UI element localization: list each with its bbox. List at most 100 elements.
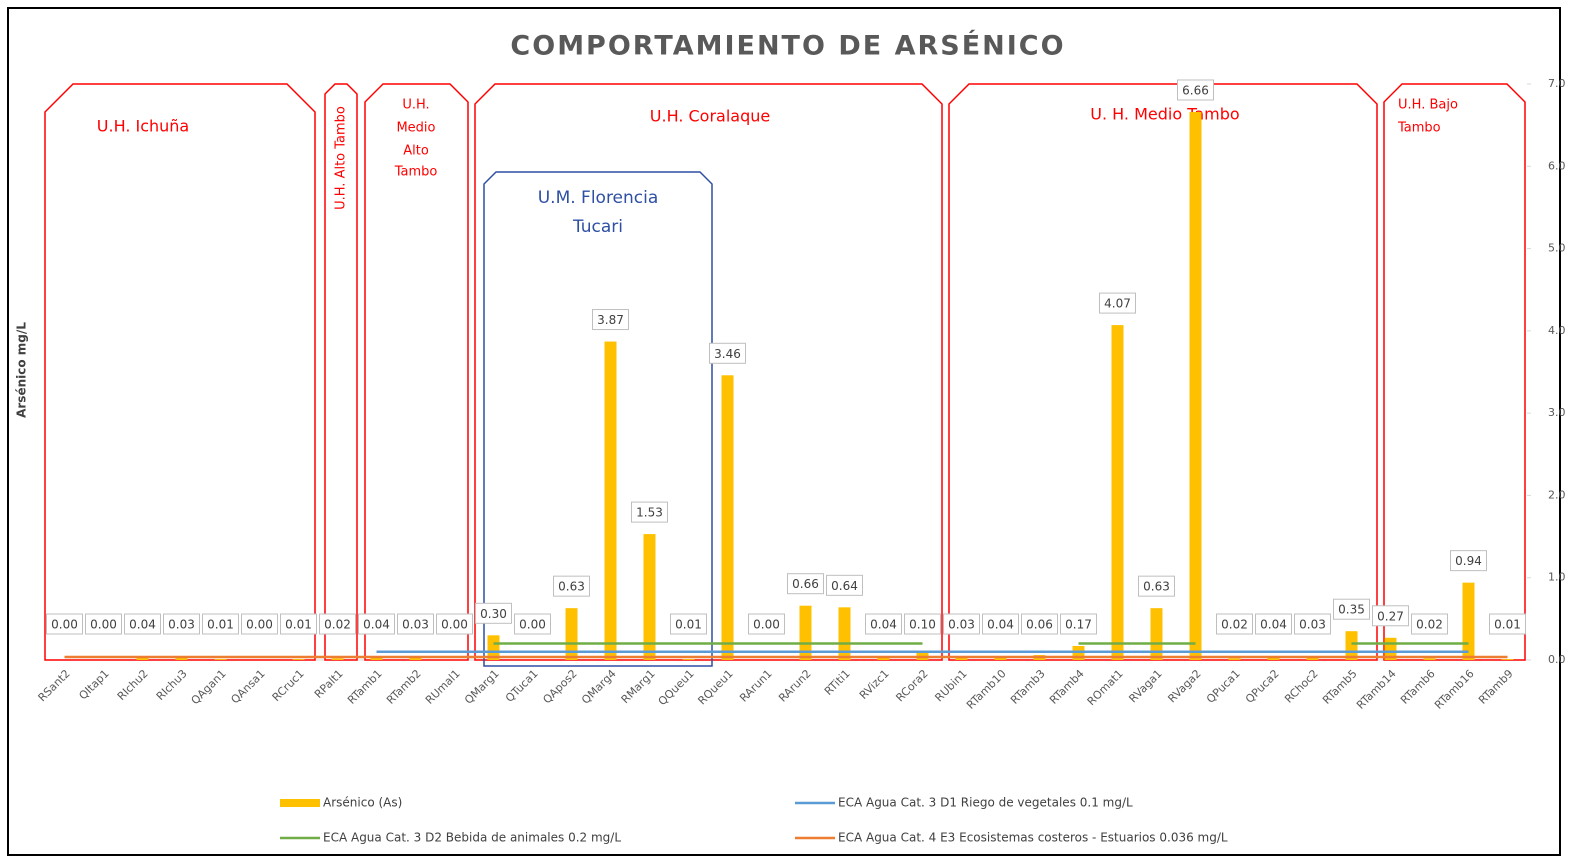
region-label: U.H. (402, 98, 429, 113)
bar (1501, 659, 1514, 660)
bar (370, 656, 383, 660)
region-label: U. H. Medio Tambo (1090, 105, 1239, 124)
data-label-box (1294, 613, 1331, 635)
data-label-box (280, 613, 317, 635)
data-label: 0.00 (90, 618, 117, 632)
data-label: 0.63 (1143, 580, 1170, 594)
region-label: Tambo (394, 165, 438, 180)
data-label-box (85, 613, 122, 635)
data-label-box (436, 613, 473, 635)
bar (604, 341, 617, 660)
data-label-box (904, 613, 941, 635)
legend-label: ECA Agua Cat. 4 E3 Ecosistemas costeros … (838, 831, 1228, 845)
bar (1306, 657, 1319, 660)
data-label: 0.03 (1299, 618, 1326, 632)
data-label: 0.00 (519, 618, 546, 632)
data-label: 0.03 (948, 618, 975, 632)
legend-label: Arsénico (As) (323, 796, 402, 810)
data-label-box (46, 613, 83, 635)
bar (838, 607, 851, 660)
bar (136, 656, 149, 660)
chart-frame (7, 7, 1561, 856)
region-box (364, 83, 469, 661)
bar (799, 605, 812, 660)
data-label: 0.00 (753, 618, 780, 632)
data-label-box (514, 613, 551, 635)
region-label: Tambo (1397, 121, 1441, 136)
bar (175, 657, 188, 660)
region-box (483, 171, 713, 667)
region-boxes: U.H. Ichuña U.H. Alto Tambo U.H. Medio Alto T… (44, 83, 1526, 667)
chart-title: COMPORTAMIENTO DE ARSÉNICO (510, 30, 1065, 62)
data-label-box (1060, 613, 1097, 635)
bar (565, 608, 578, 660)
data-label: 0.64 (831, 579, 858, 593)
data-label: 0.27 (1377, 609, 1404, 623)
bar (214, 659, 227, 660)
data-label: 6.66 (1182, 83, 1209, 97)
data-label-box (163, 613, 200, 635)
bar (1189, 111, 1202, 660)
data-label-box (592, 309, 629, 331)
data-label: 0.04 (363, 618, 390, 632)
data-label-box (943, 613, 980, 635)
bar (877, 656, 890, 660)
data-label: 0.00 (51, 618, 78, 632)
data-label-box (1099, 292, 1136, 314)
data-label-box (1411, 613, 1448, 635)
region-label: U.H. Coralaque (650, 107, 770, 126)
data-label-box (631, 501, 668, 523)
y-axis-label: Arsénico mg/L (15, 322, 29, 418)
data-label-box (982, 613, 1019, 635)
data-label-box (1333, 598, 1370, 620)
region-label: U.H. Ichuña (97, 117, 189, 136)
bar (1462, 582, 1475, 660)
y-tick-label: 3.0 (1548, 406, 1566, 419)
data-label-box (241, 613, 278, 635)
data-label: 0.35 (1338, 603, 1365, 617)
bar (1228, 658, 1241, 660)
bar (682, 659, 695, 660)
y-tick-label: 0.0 (1548, 653, 1566, 666)
y-tick-label: 7.0 (1548, 77, 1566, 90)
legend-swatch (280, 799, 320, 807)
data-label: 0.02 (1416, 618, 1443, 632)
data-label-box (319, 613, 356, 635)
data-label: 0.04 (1260, 618, 1287, 632)
data-label-box (865, 613, 902, 635)
region-label: Medio (396, 121, 435, 136)
region-box (948, 83, 1378, 661)
data-label-box (1138, 575, 1175, 597)
legend-label: ECA Agua Cat. 3 D1 Riego de vegetales 0.… (838, 796, 1133, 810)
region-label: Tucari (572, 217, 623, 237)
region-box (474, 83, 943, 661)
data-label: 0.02 (324, 618, 351, 632)
data-label: 0.94 (1455, 554, 1482, 568)
bar (643, 534, 656, 660)
data-label-box (826, 574, 863, 596)
bar (1423, 658, 1436, 660)
data-label: 0.01 (675, 618, 702, 632)
bar (292, 659, 305, 660)
data-label: 0.03 (168, 618, 195, 632)
region-box (324, 83, 358, 661)
data-label: 0.30 (480, 607, 507, 621)
bar (1150, 608, 1163, 660)
data-label: 0.10 (909, 618, 936, 632)
bar (1267, 656, 1280, 660)
y-tick-label: 6.0 (1548, 159, 1566, 172)
data-label-box (1450, 550, 1487, 572)
bar (1345, 631, 1358, 660)
data-label-box (1021, 613, 1058, 635)
data-label: 1.53 (636, 506, 663, 520)
data-label: 0.03 (402, 618, 429, 632)
data-label-box (1177, 79, 1214, 101)
bar (955, 657, 968, 660)
data-label-box (670, 613, 707, 635)
bar (409, 657, 422, 660)
y-tick-label: 2.0 (1548, 488, 1566, 501)
bar (331, 658, 344, 660)
data-label-box (787, 573, 824, 595)
data-label: 0.00 (246, 618, 273, 632)
